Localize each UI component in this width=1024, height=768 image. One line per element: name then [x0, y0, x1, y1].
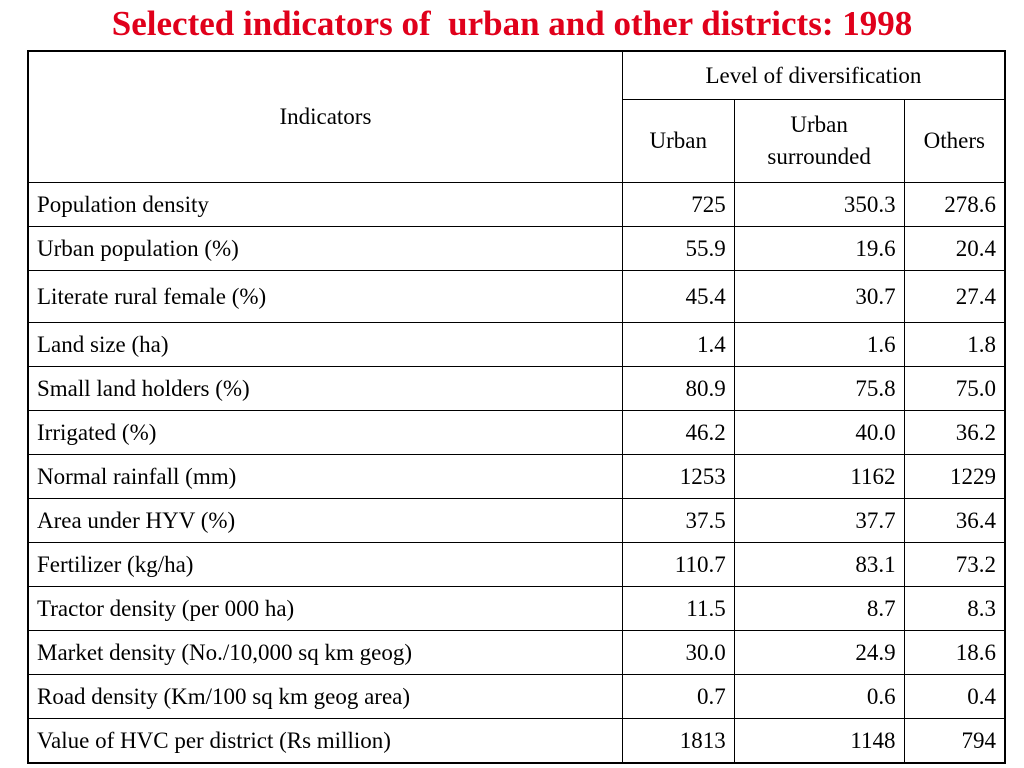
value-cell: 36.4	[903, 498, 1006, 543]
indicator-cell: Area under HYV (%)	[27, 498, 623, 543]
indicator-cell: Road density (Km/100 sq km geog area)	[27, 674, 623, 719]
indicator-cell: Market density (No./10,000 sq km geog)	[27, 630, 623, 675]
header-cell: Urban surrounded	[733, 99, 905, 183]
value-cell: 30.0	[621, 630, 735, 675]
value-cell: 20.4	[903, 226, 1006, 271]
table-row: Market density (No./10,000 sq km geog) 30…	[27, 630, 1006, 675]
indicator-cell: Tractor density (per 000 ha)	[27, 586, 623, 631]
value-cell: 46.2	[621, 410, 735, 455]
indicator-cell: Population density	[27, 182, 623, 227]
value-cell: 1.6	[733, 322, 905, 367]
table-row: Value of HVC per district (Rs million) 18…	[27, 718, 1006, 764]
value-cell: 75.0	[903, 366, 1006, 411]
table-row: Area under HYV (%) 37.5 37.7 36.4	[27, 498, 1006, 543]
indicator-cell: Normal rainfall (mm)	[27, 454, 623, 499]
value-cell: 80.9	[621, 366, 735, 411]
value-cell: 18.6	[903, 630, 1006, 675]
value-cell: 1162	[733, 454, 905, 499]
value-cell: 1813	[621, 718, 735, 764]
value-cell: 37.7	[733, 498, 905, 543]
table-row: Tractor density (per 000 ha) 11.5 8.7 8.3	[27, 586, 1006, 631]
value-cell: 794	[903, 718, 1006, 764]
indicator-cell: Value of HVC per district (Rs million)	[27, 718, 623, 764]
value-cell: 725	[621, 182, 735, 227]
title: Selected indicators of urban and other d…	[111, 4, 913, 43]
value-cell: 1253	[621, 454, 735, 499]
table-row: Small land holders (%) 80.9 75.8 75.0	[27, 366, 1006, 411]
value-cell: 36.2	[903, 410, 1006, 455]
table-row: Population density 725 350.3 278.6	[27, 182, 1006, 227]
table-row: Irrigated (%) 46.2 40.0 36.2	[27, 410, 1006, 455]
value-cell: 40.0	[733, 410, 905, 455]
value-cell: 1148	[733, 718, 905, 764]
header-cell: Others	[903, 99, 1006, 183]
indicator-cell: Fertilizer (kg/ha)	[27, 542, 623, 587]
value-cell: 55.9	[621, 226, 735, 271]
value-cell: 73.2	[903, 542, 1006, 587]
indicator-table: Indicators Level of diversification Urba…	[27, 50, 1006, 764]
value-cell: 8.3	[903, 586, 1006, 631]
value-cell: 110.7	[621, 542, 735, 587]
table-row: Normal rainfall (mm) 1253 1162 1229	[27, 454, 1006, 499]
table-body: Population density 725 350.3 278.6 Urban pop…	[27, 182, 1006, 764]
value-cell: 1229	[903, 454, 1006, 499]
value-cell: 0.4	[903, 674, 1006, 719]
table-row: Fertilizer (kg/ha) 110.7 83.1 73.2	[27, 542, 1006, 587]
value-cell: 37.5	[621, 498, 735, 543]
indicator-cell: Land size (ha)	[27, 322, 623, 367]
table-row: Urban population (%) 55.9 19.6 20.4	[27, 226, 1006, 271]
header-cell: Urban	[621, 99, 735, 183]
value-cell: 27.4	[903, 270, 1006, 323]
value-cell: 19.6	[733, 226, 905, 271]
value-cell: 24.9	[733, 630, 905, 675]
value-cell: 8.7	[733, 586, 905, 631]
value-cell: 350.3	[733, 182, 905, 227]
value-cell: 75.8	[733, 366, 905, 411]
value-cell: 83.1	[733, 542, 905, 587]
header-row: Indicators Level of diversification	[27, 50, 1006, 183]
table-row: Road density (Km/100 sq km geog area) 0.7…	[27, 674, 1006, 719]
header-cell: Level of diversification	[621, 50, 1006, 100]
value-cell: 1.8	[903, 322, 1006, 367]
indicator-cell: Urban population (%)	[27, 226, 623, 271]
header-row: Urban Urban surrounded Others	[28, 99, 1006, 183]
value-cell: 278.6	[903, 182, 1006, 227]
indicator-cell: Irrigated (%)	[27, 410, 623, 455]
value-cell: 45.4	[621, 270, 735, 323]
value-cell: 0.7	[621, 674, 735, 719]
indicator-cell: Literate rural female (%)	[27, 270, 623, 323]
table-row: Land size (ha) 1.4 1.6 1.8	[27, 322, 1006, 367]
value-cell: 11.5	[621, 586, 735, 631]
indicator-cell: Small land holders (%)	[27, 366, 623, 411]
value-cell: 0.6	[733, 674, 905, 719]
table-row: Literate rural female (%) 45.4 30.7 27.4	[27, 270, 1006, 323]
header-cell: Indicators	[27, 50, 623, 183]
value-cell: 30.7	[733, 270, 905, 323]
value-cell: 1.4	[621, 322, 735, 367]
table-head: Indicators Level of diversification Urba…	[27, 50, 1006, 183]
